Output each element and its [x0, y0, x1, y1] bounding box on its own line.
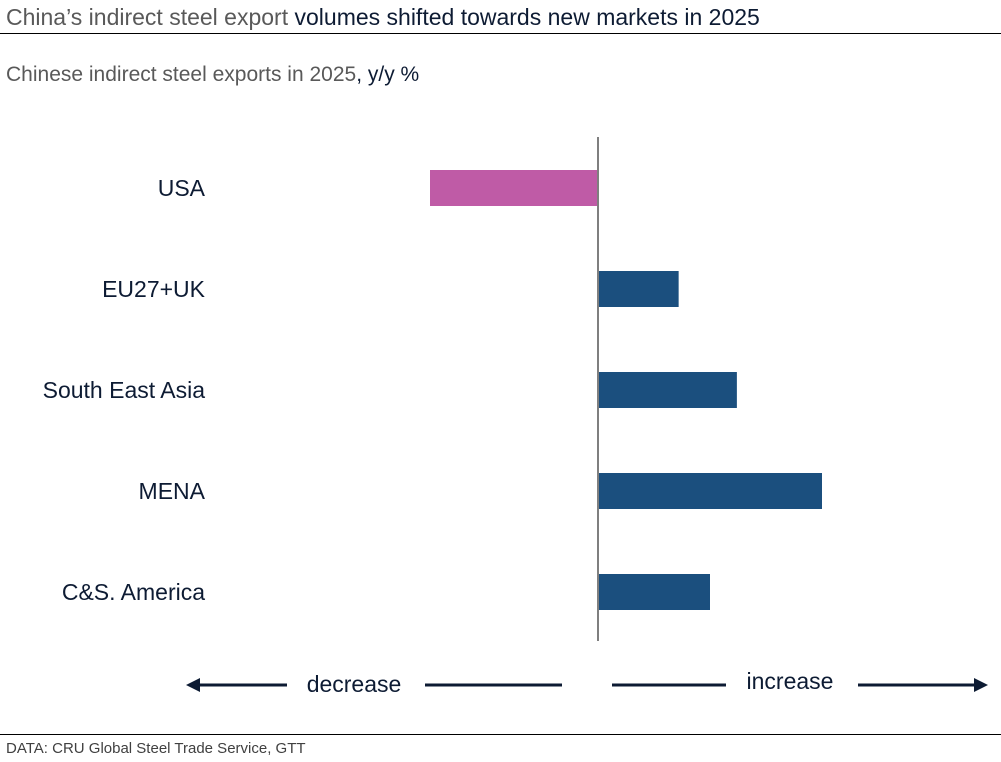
bar-c-s-america	[598, 574, 710, 610]
category-label: South East Asia	[43, 377, 206, 403]
chart-subtitle: Chinese indirect steel exports in 2025, …	[6, 63, 420, 86]
bar-usa	[430, 170, 598, 206]
increase-label: increase	[747, 668, 834, 694]
bar-eu27-uk	[598, 271, 679, 307]
bar-south-east-asia	[598, 372, 737, 408]
chart-title: China’s indirect steel export volumes sh…	[6, 4, 760, 30]
source-note: DATA: CRU Global Steel Trade Service, GT…	[6, 740, 306, 757]
category-label: USA	[158, 175, 206, 201]
title-rule	[0, 33, 1001, 34]
category-label: EU27+UK	[102, 276, 206, 302]
bar-mena	[598, 473, 822, 509]
category-label: MENA	[139, 478, 206, 504]
arrow-left-icon	[186, 678, 200, 692]
arrow-right-icon	[974, 678, 988, 692]
decrease-label: decrease	[307, 671, 402, 697]
source-rule	[0, 734, 1001, 735]
category-label: C&S. America	[62, 579, 205, 605]
